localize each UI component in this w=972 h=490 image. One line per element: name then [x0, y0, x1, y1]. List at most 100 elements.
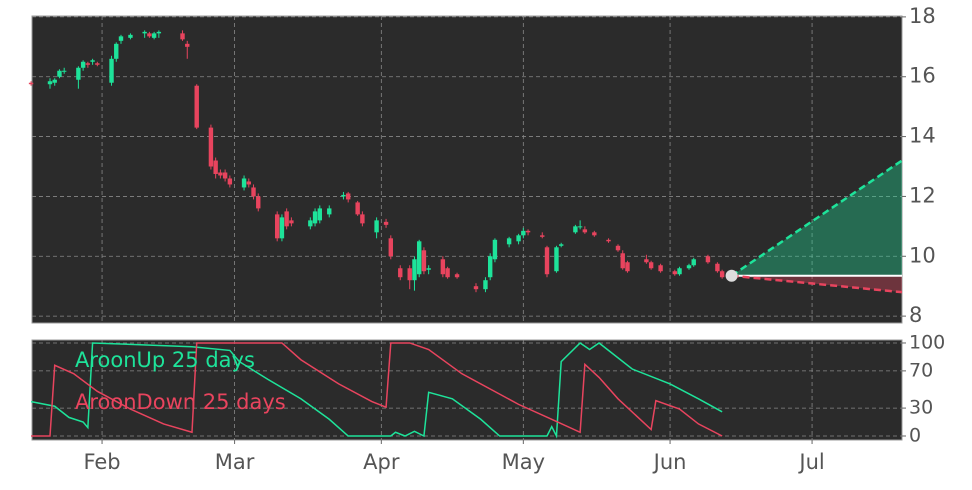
forecast-down-area	[731, 275, 902, 293]
candle-body	[341, 194, 346, 197]
candle-body	[492, 239, 498, 260]
candle-body	[85, 63, 91, 65]
candle-body	[194, 85, 199, 128]
candle-body	[274, 214, 280, 239]
candle-body	[118, 36, 124, 41]
candle-body	[658, 265, 663, 272]
candle-body	[180, 33, 185, 40]
candle-body	[80, 61, 86, 68]
x-tick-label: Jul	[797, 450, 824, 474]
candle-body	[719, 271, 725, 278]
candle-body	[52, 79, 57, 83]
candle-body	[620, 253, 625, 269]
candle-body	[114, 43, 119, 59]
candle-body	[246, 181, 251, 185]
candle-body	[109, 58, 114, 83]
candle-body	[317, 208, 322, 221]
candle-body	[592, 232, 597, 236]
candle-body	[47, 81, 53, 85]
candle-body	[388, 238, 393, 257]
forecast-start	[725, 269, 738, 282]
forecast-lower	[731, 274, 903, 294]
candle-body	[222, 172, 228, 179]
candle-body	[327, 208, 332, 215]
main-panel	[31, 15, 903, 324]
candle-body	[360, 214, 365, 224]
candle-body	[686, 265, 692, 269]
x-tick-label: Feb	[83, 450, 120, 474]
candle-body	[208, 127, 214, 167]
candle-body	[142, 31, 147, 34]
candle-body	[521, 230, 526, 236]
y-tick-label: 18	[909, 4, 936, 28]
candle-body	[412, 259, 417, 281]
candle-body	[715, 263, 720, 272]
candle-body	[256, 196, 261, 209]
legend-label: AroonUp 25 days	[75, 348, 255, 372]
candle-body	[558, 244, 564, 246]
y-tick-label: 70	[909, 359, 933, 381]
candle-body	[672, 271, 677, 275]
indicator-panel	[31, 339, 903, 441]
candle-body	[648, 262, 654, 269]
x-tick-label: Mar	[215, 450, 255, 474]
candle-body	[483, 280, 488, 290]
candle-body	[525, 230, 531, 233]
candle-body	[544, 247, 550, 275]
candle-body	[218, 172, 223, 176]
y-tick-label: 30	[909, 397, 933, 419]
candle-body	[416, 241, 422, 275]
candle-body	[383, 221, 389, 225]
candle-body	[540, 235, 545, 237]
candle-body	[487, 256, 493, 278]
candle-body	[454, 274, 460, 278]
candle-body	[374, 220, 379, 233]
candle-body	[398, 268, 403, 278]
candle-body	[95, 63, 100, 65]
candle-body	[691, 259, 696, 266]
candle-body	[573, 226, 578, 233]
candle-body	[151, 33, 157, 38]
legend-label: AroonDown 25 days	[75, 390, 286, 414]
x-tick-label: Jun	[652, 450, 687, 474]
candle-body	[625, 262, 630, 272]
candle-body	[76, 67, 81, 80]
candle-body	[644, 259, 649, 263]
candle-body	[345, 193, 351, 200]
series-line	[30, 342, 723, 439]
x-tick-label: May	[502, 450, 545, 474]
candle-body	[582, 229, 588, 233]
candle-body	[57, 70, 62, 77]
y-tick-label: 100	[909, 331, 945, 353]
candle-body	[227, 178, 233, 185]
candle-body	[251, 187, 256, 197]
candle-body	[506, 238, 512, 245]
candle-body	[426, 268, 431, 270]
candle-body	[473, 286, 479, 290]
candle-body	[516, 235, 521, 242]
candle-body	[577, 226, 583, 228]
candle-body	[241, 178, 247, 188]
candle-body	[440, 259, 446, 275]
candle-body	[308, 220, 313, 227]
candle-body	[407, 268, 412, 281]
candle-body	[156, 31, 162, 34]
candle-body	[615, 245, 621, 251]
candle-body	[606, 239, 611, 242]
y-tick-label: 14	[909, 124, 936, 148]
candle-body	[289, 220, 294, 224]
candle-body	[355, 202, 360, 215]
forecast-upper	[730, 159, 903, 277]
candle-body	[213, 160, 218, 174]
y-tick-label: 12	[909, 183, 936, 207]
candle-body	[554, 247, 559, 272]
y-tick-label: 16	[909, 64, 936, 88]
candle-body	[61, 70, 67, 72]
candle-body	[185, 43, 190, 47]
candle-body	[312, 211, 318, 224]
candle-body	[279, 217, 285, 239]
y-tick-label: 10	[909, 243, 936, 267]
candle-body	[677, 268, 682, 275]
y-tick-label: 0	[909, 425, 921, 447]
